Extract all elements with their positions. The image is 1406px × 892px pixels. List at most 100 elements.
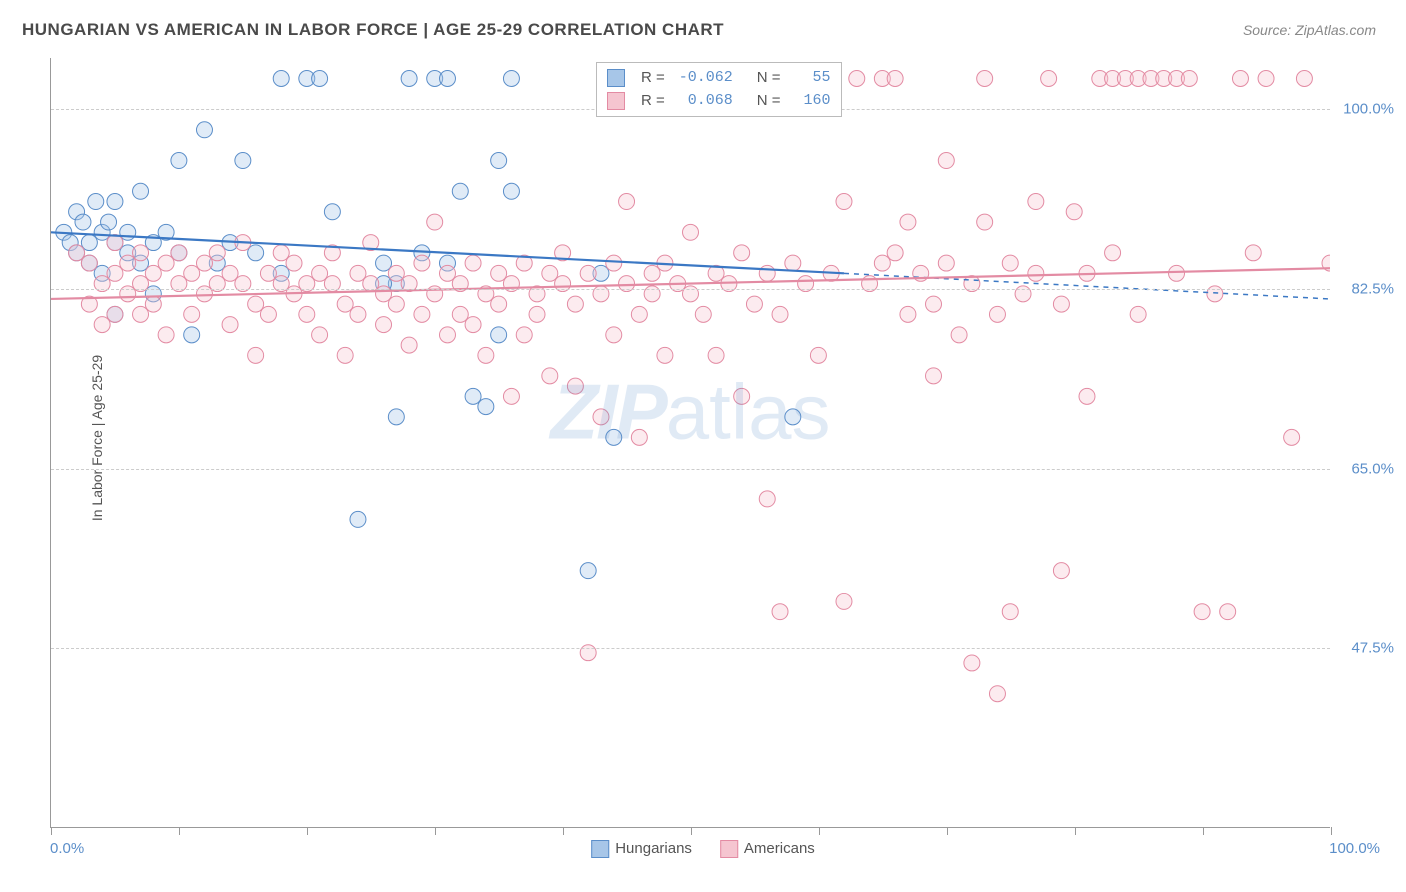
x-tick: [819, 827, 820, 835]
data-point: [145, 296, 161, 312]
x-tick: [947, 827, 948, 835]
chart-plot-area: ZIPatlas R =-0.062N =55R =0.068N =160 10…: [50, 58, 1330, 828]
data-point: [567, 296, 583, 312]
y-tick-label: 65.0%: [1351, 460, 1394, 477]
data-point: [772, 604, 788, 620]
data-point: [759, 265, 775, 281]
scatter-svg: [51, 58, 1330, 827]
data-point: [171, 245, 187, 261]
data-point: [989, 686, 1005, 702]
data-point: [312, 265, 328, 281]
data-point: [478, 347, 494, 363]
data-point: [887, 245, 903, 261]
data-point: [1169, 265, 1185, 281]
data-point: [286, 255, 302, 271]
chart-title: HUNGARIAN VS AMERICAN IN LABOR FORCE | A…: [22, 20, 724, 40]
data-point: [1258, 71, 1274, 87]
data-point: [427, 214, 443, 230]
data-point: [989, 306, 1005, 322]
data-point: [503, 183, 519, 199]
x-axis-max-label: 100.0%: [1329, 840, 1380, 857]
data-point: [1194, 604, 1210, 620]
data-point: [542, 368, 558, 384]
data-point: [619, 194, 635, 210]
data-point: [248, 245, 264, 261]
y-tick-label: 47.5%: [1351, 640, 1394, 657]
legend-label: Americans: [744, 840, 815, 857]
data-point: [452, 183, 468, 199]
data-point: [836, 194, 852, 210]
data-point: [222, 265, 238, 281]
data-point: [1028, 194, 1044, 210]
data-point: [503, 71, 519, 87]
y-tick-label: 100.0%: [1343, 101, 1394, 118]
data-point: [337, 296, 353, 312]
data-point: [478, 399, 494, 415]
data-point: [107, 306, 123, 322]
data-point: [388, 409, 404, 425]
data-point: [465, 317, 481, 333]
data-point: [107, 194, 123, 210]
stats-row: R =0.068N =160: [607, 90, 831, 113]
data-point: [248, 296, 264, 312]
data-point: [491, 327, 507, 343]
r-label: R =: [641, 90, 665, 113]
data-point: [222, 317, 238, 333]
data-point: [94, 317, 110, 333]
data-point: [785, 255, 801, 271]
data-point: [900, 214, 916, 230]
stats-legend-box: R =-0.062N =55R =0.068N =160: [596, 62, 842, 117]
source-attribution: Source: ZipAtlas.com: [1243, 22, 1376, 38]
gridline: [51, 469, 1330, 470]
x-tick: [307, 827, 308, 835]
data-point: [503, 388, 519, 404]
data-point: [491, 296, 507, 312]
data-point: [491, 153, 507, 169]
data-point: [209, 245, 225, 261]
data-point: [299, 306, 315, 322]
swatch-icon: [720, 840, 738, 858]
data-point: [196, 122, 212, 138]
data-point: [376, 255, 392, 271]
data-point: [158, 327, 174, 343]
data-point: [101, 214, 117, 230]
x-tick: [435, 827, 436, 835]
data-point: [401, 71, 417, 87]
x-tick: [691, 827, 692, 835]
data-point: [938, 255, 954, 271]
legend-item: Americans: [720, 840, 815, 858]
data-point: [1053, 563, 1069, 579]
r-value: -0.062: [675, 67, 733, 90]
data-point: [810, 347, 826, 363]
data-point: [542, 265, 558, 281]
data-point: [1296, 71, 1312, 87]
data-point: [1130, 306, 1146, 322]
data-point: [171, 153, 187, 169]
data-point: [196, 255, 212, 271]
data-point: [465, 388, 481, 404]
data-point: [887, 71, 903, 87]
data-point: [746, 296, 762, 312]
data-point: [439, 327, 455, 343]
data-point: [683, 224, 699, 240]
x-axis-min-label: 0.0%: [50, 840, 84, 857]
data-point: [606, 255, 622, 271]
data-point: [1220, 604, 1236, 620]
data-point: [145, 265, 161, 281]
data-point: [772, 306, 788, 322]
data-point: [120, 255, 136, 271]
data-point: [593, 409, 609, 425]
data-point: [849, 71, 865, 87]
data-point: [235, 153, 251, 169]
x-tick: [1203, 827, 1204, 835]
data-point: [631, 429, 647, 445]
data-point: [1284, 429, 1300, 445]
data-point: [260, 306, 276, 322]
data-point: [248, 347, 264, 363]
data-point: [465, 255, 481, 271]
data-point: [414, 255, 430, 271]
data-point: [273, 71, 289, 87]
data-point: [120, 224, 136, 240]
data-point: [836, 593, 852, 609]
legend-label: Hungarians: [615, 840, 692, 857]
